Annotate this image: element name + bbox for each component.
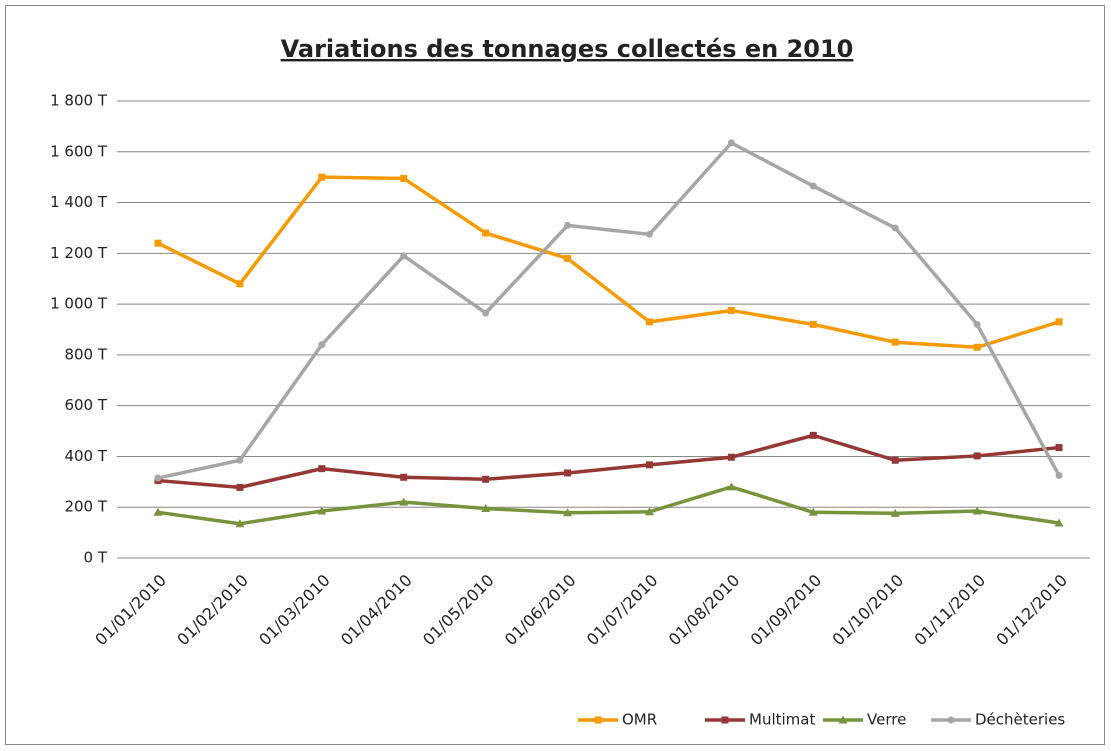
marker [482,475,490,483]
marker [564,469,572,477]
marker [891,338,899,346]
y-tick-label: 1 400 T [50,193,108,211]
y-tick-label: 1 800 T [50,92,108,110]
y-tick-label: 600 T [64,396,107,414]
marker [973,320,981,328]
marker [809,320,817,328]
marker [482,229,490,237]
y-tick-label: 0 T [84,549,108,567]
marker [481,503,491,512]
marker [973,452,981,460]
marker [236,483,244,491]
marker [1055,444,1063,452]
marker [318,341,326,349]
marker [891,456,899,464]
marker [317,506,327,515]
marker [400,252,408,260]
series [154,173,1063,351]
y-tick-label: 400 T [64,447,107,465]
marker [727,139,735,147]
marker [594,716,602,724]
y-tick-label: 200 T [64,498,107,516]
marker [563,508,573,517]
marker [891,224,899,232]
series [154,139,1063,482]
marker [154,239,162,247]
marker [318,465,326,473]
chart-border [5,5,1105,745]
marker [721,716,729,724]
marker [1055,318,1063,326]
series-line [157,141,1061,480]
legend-label: OMR [622,711,657,729]
marker [726,482,736,491]
marker [236,456,244,464]
marker [1054,518,1064,527]
series-line [157,485,1060,526]
marker [153,507,163,516]
marker [808,507,818,516]
marker [973,343,981,351]
marker [236,280,244,288]
marker [154,474,162,482]
marker [727,306,735,314]
marker [645,318,653,326]
series-line [157,433,1060,490]
chart-title: Variations des tonnages collectés en 201… [281,35,854,63]
series [153,482,1064,528]
marker [809,182,817,190]
marker [318,173,326,181]
marker [838,715,848,724]
legend-label: Multimat [749,711,815,729]
marker [1055,471,1063,479]
legend-label: Verre [867,711,906,729]
marker [235,519,245,528]
series [154,431,1063,491]
marker [564,221,572,229]
marker [809,431,817,439]
marker [972,506,982,515]
marker [399,497,409,506]
y-tick-label: 1 000 T [50,295,108,313]
marker [482,309,490,317]
marker [947,716,955,724]
y-tick-label: 1 600 T [50,142,108,160]
marker [400,473,408,481]
marker [645,230,653,238]
series-line [157,175,1060,350]
marker [400,174,408,182]
marker [644,507,654,516]
marker [645,461,653,469]
marker [727,453,735,461]
y-tick-label: 800 T [64,345,107,363]
marker [890,508,900,517]
legend-label: Déchèteries [975,711,1065,729]
y-tick-label: 1 200 T [50,244,108,262]
marker [564,254,572,262]
